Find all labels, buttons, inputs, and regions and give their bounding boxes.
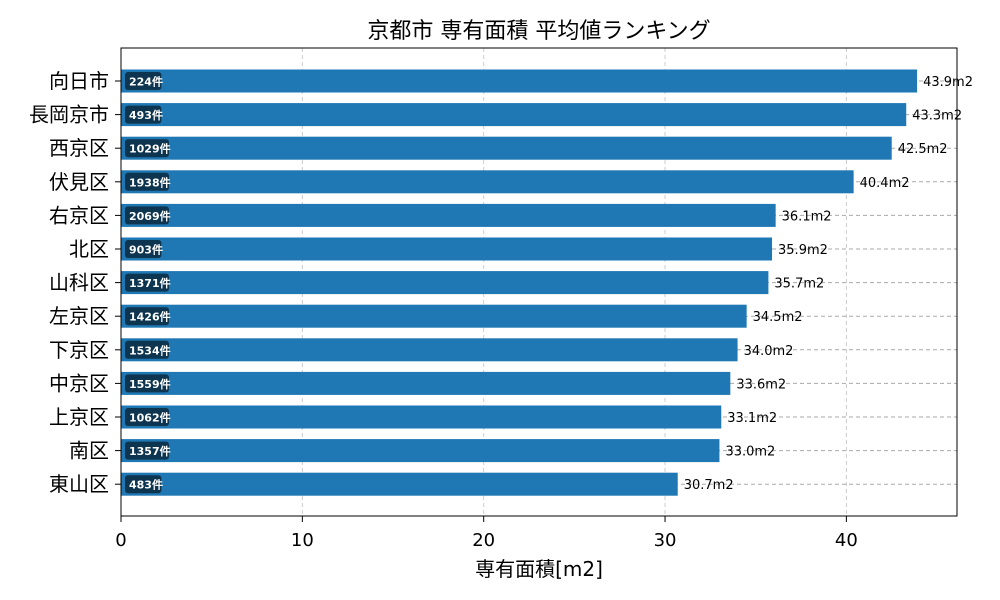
count-badge: [125, 172, 169, 191]
count-label: 1426件: [129, 310, 171, 324]
bar: [121, 472, 678, 496]
count-label: 483件: [129, 478, 163, 492]
count-label: 1029件: [129, 142, 171, 156]
x-tick-label: 40: [835, 530, 858, 551]
bar: [121, 103, 907, 127]
count-badge: [125, 139, 169, 158]
chart-title: 京都市 専有面積 平均値ランキング: [367, 19, 710, 44]
count-badge: [125, 105, 162, 124]
x-tick-label: 0: [115, 530, 126, 551]
x-tick-label: 20: [472, 530, 495, 551]
value-label: 34.5m2: [753, 310, 803, 325]
count-label: 1938件: [129, 175, 171, 189]
count-badge: [125, 441, 169, 460]
count-badge: [125, 340, 169, 359]
count-label: 1357件: [129, 444, 171, 458]
category-label: 山科区: [49, 271, 109, 295]
value-label: 33.6m2: [736, 377, 786, 392]
count-badge: [125, 374, 169, 393]
count-label: 1559件: [129, 377, 171, 391]
bar: [121, 405, 722, 429]
value-label: 40.4m2: [860, 176, 910, 191]
bar: [121, 439, 720, 463]
category-label: 南区: [69, 439, 109, 463]
plot-frame: [120, 47, 958, 517]
count-label: 1371件: [129, 276, 171, 290]
value-label: 42.5m2: [898, 142, 948, 157]
value-label: 43.3m2: [912, 109, 962, 124]
value-label: 33.0m2: [725, 445, 775, 460]
count-badge: [125, 475, 162, 494]
bar: [121, 304, 747, 328]
bar: [121, 170, 854, 194]
count-badge: [125, 206, 169, 225]
count-badge: [125, 408, 169, 426]
category-label: 東山区: [49, 472, 109, 496]
count-badge: [125, 273, 169, 292]
x-axis-label: 専有面積[m2]: [475, 557, 603, 581]
value-label: 35.9m2: [778, 243, 828, 258]
category-label: 長岡京市: [29, 103, 109, 127]
bar: [121, 271, 769, 295]
count-label: 493件: [129, 108, 163, 122]
bar: [121, 136, 892, 160]
count-label: 903件: [129, 243, 163, 257]
category-label: 左京区: [49, 304, 109, 328]
value-label: 34.0m2: [744, 344, 794, 359]
count-label: 1062件: [129, 411, 171, 425]
bar: [121, 371, 731, 395]
count-badge: [125, 307, 169, 326]
value-label: 35.7m2: [774, 277, 824, 292]
x-tick-label: 30: [654, 530, 677, 551]
category-label: 向日市: [49, 69, 109, 93]
category-label: 西京区: [49, 136, 109, 160]
bars-layer: 224件 43.9m2 493件 43.3m2 1029件 42.5m2 1938件 40.4…: [121, 69, 973, 496]
category-label: 中京区: [49, 371, 109, 395]
category-label: 右京区: [49, 203, 109, 227]
count-label: 224件: [129, 75, 163, 89]
count-badge: [125, 72, 162, 90]
count-label: 1534件: [129, 343, 171, 357]
bar: [121, 203, 776, 227]
category-label: 上京区: [49, 405, 109, 429]
bar: [121, 237, 773, 261]
count-badge: [125, 240, 162, 258]
category-label: 伏見区: [49, 170, 109, 194]
ticks-layer: 0 10 20 30 40 向日市長岡京市西京区伏見区右京区北区山科区左京区下京区中京区上…: [29, 69, 858, 551]
bar: [121, 338, 738, 362]
bar: [121, 69, 918, 93]
value-label: 30.7m2: [684, 478, 734, 493]
value-label: 33.1m2: [727, 411, 777, 426]
count-label: 2069件: [129, 209, 171, 223]
category-label: 北区: [69, 237, 109, 261]
x-tick-label: 10: [291, 530, 314, 551]
category-label: 下京区: [49, 338, 109, 362]
value-label: 36.1m2: [782, 209, 832, 224]
value-label: 43.9m2: [923, 75, 973, 90]
